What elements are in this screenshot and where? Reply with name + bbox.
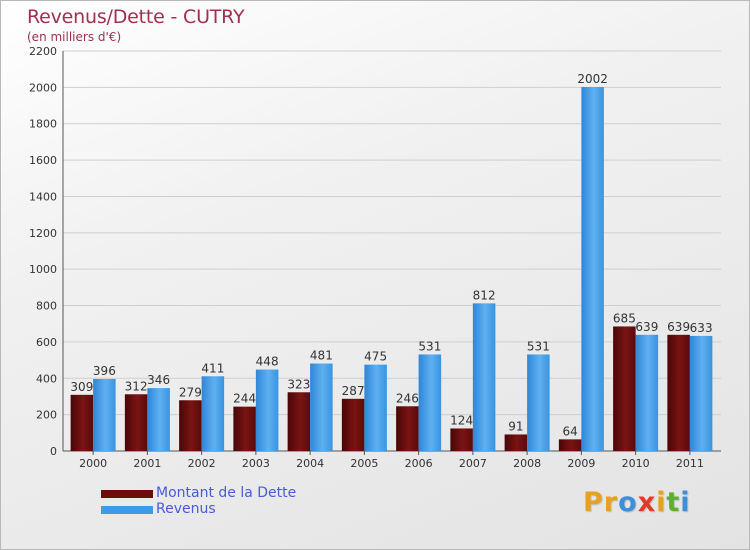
- data-label-dette: 309: [70, 380, 93, 394]
- bar-dette: [613, 326, 636, 451]
- bar-revenus: [635, 334, 659, 451]
- logo-letter: r: [603, 487, 619, 518]
- data-label-revenus: 2002: [577, 72, 608, 86]
- y-tick-label: 2200: [29, 45, 57, 58]
- data-label-dette: 287: [342, 384, 365, 398]
- x-tick-label: 2004: [296, 457, 324, 470]
- bar-revenus: [364, 364, 387, 451]
- x-tick-label: 2005: [350, 457, 378, 470]
- bar-revenus: [581, 87, 604, 451]
- y-tick-label: 1000: [29, 263, 57, 276]
- y-tick-label: 2000: [29, 81, 57, 94]
- bar-dette: [70, 394, 94, 451]
- logo-letter: P: [583, 487, 604, 518]
- y-tick-label: 200: [36, 409, 57, 422]
- y-tick-label: 600: [36, 336, 57, 349]
- x-tick-label: 2009: [567, 457, 595, 470]
- bar-dette: [667, 334, 690, 451]
- logo-letter: t: [666, 487, 681, 518]
- bar-dette: [450, 428, 473, 451]
- bar-revenus: [418, 354, 442, 451]
- bar-dette: [396, 406, 419, 451]
- legend-swatch-dette: [101, 490, 153, 498]
- bar-revenus: [93, 379, 116, 451]
- bar-dette: [179, 400, 202, 451]
- data-label-revenus: 633: [690, 321, 713, 335]
- legend-label-revenus: Revenus: [156, 501, 216, 517]
- x-tick-label: 2001: [133, 457, 161, 470]
- data-label-revenus: 531: [418, 339, 441, 353]
- data-label-dette: 91: [508, 419, 523, 433]
- proxiti-logo: Proxiti: [583, 487, 691, 518]
- data-label-dette: 279: [179, 385, 202, 399]
- y-tick-label: 1400: [29, 190, 57, 203]
- logo-letter: i: [656, 487, 667, 518]
- x-tick-label: 2010: [622, 457, 650, 470]
- bar-revenus: [472, 303, 496, 451]
- logo-letter: x: [637, 487, 657, 518]
- y-tick-label: 400: [36, 372, 57, 385]
- x-tick-label: 2003: [242, 457, 270, 470]
- data-label-dette: 124: [450, 413, 473, 427]
- data-label-revenus: 639: [635, 320, 658, 334]
- bar-revenus: [255, 369, 279, 451]
- data-label-revenus: 531: [527, 339, 550, 353]
- data-label-revenus: 396: [93, 364, 116, 378]
- chart-subtitle: (en milliers d'€): [27, 30, 122, 44]
- x-tick-label: 2002: [188, 457, 216, 470]
- data-label-revenus: 448: [256, 355, 279, 369]
- x-tick-label: 2011: [676, 457, 704, 470]
- y-tick-label: 1600: [29, 154, 57, 167]
- bar-revenus: [201, 376, 225, 451]
- data-label-revenus: 475: [364, 350, 387, 364]
- bar-dette: [124, 394, 148, 451]
- legend-label-dette: Montant de la Dette: [156, 485, 297, 501]
- bar-dette: [341, 398, 365, 451]
- bar-revenus: [147, 388, 170, 451]
- y-tick-label: 1200: [29, 227, 57, 240]
- logo-letter: i: [680, 487, 691, 518]
- bar-dette: [287, 392, 311, 451]
- data-label-dette: 685: [613, 311, 636, 325]
- x-tick-label: 2000: [79, 457, 107, 470]
- y-tick-label: 800: [36, 300, 57, 313]
- bar-revenus: [310, 363, 333, 451]
- x-tick-label: 2007: [459, 457, 487, 470]
- chart-title: Revenus/Dette - CUTRY: [27, 6, 245, 28]
- data-label-revenus: 481: [310, 349, 333, 363]
- bar-dette: [558, 439, 582, 451]
- data-label-dette: 312: [125, 379, 148, 393]
- bar-dette: [233, 406, 256, 451]
- x-tick-label: 2008: [513, 457, 541, 470]
- bar-dette: [504, 434, 528, 451]
- data-label-dette: 246: [396, 391, 419, 405]
- data-label-dette: 64: [562, 424, 577, 438]
- data-label-revenus: 812: [473, 288, 496, 302]
- logo-letter: o: [618, 487, 638, 518]
- data-label-dette: 639: [667, 320, 690, 334]
- y-tick-label: 1800: [29, 118, 57, 131]
- y-tick-label: 0: [50, 445, 57, 458]
- data-label-dette: 244: [233, 392, 256, 406]
- data-label-revenus: 346: [147, 373, 170, 387]
- bar-revenus: [527, 354, 550, 451]
- x-tick-label: 2006: [405, 457, 433, 470]
- data-label-dette: 323: [287, 377, 310, 391]
- legend-swatch-revenus: [101, 506, 153, 514]
- data-label-revenus: 411: [201, 361, 224, 375]
- bar-revenus: [689, 335, 713, 451]
